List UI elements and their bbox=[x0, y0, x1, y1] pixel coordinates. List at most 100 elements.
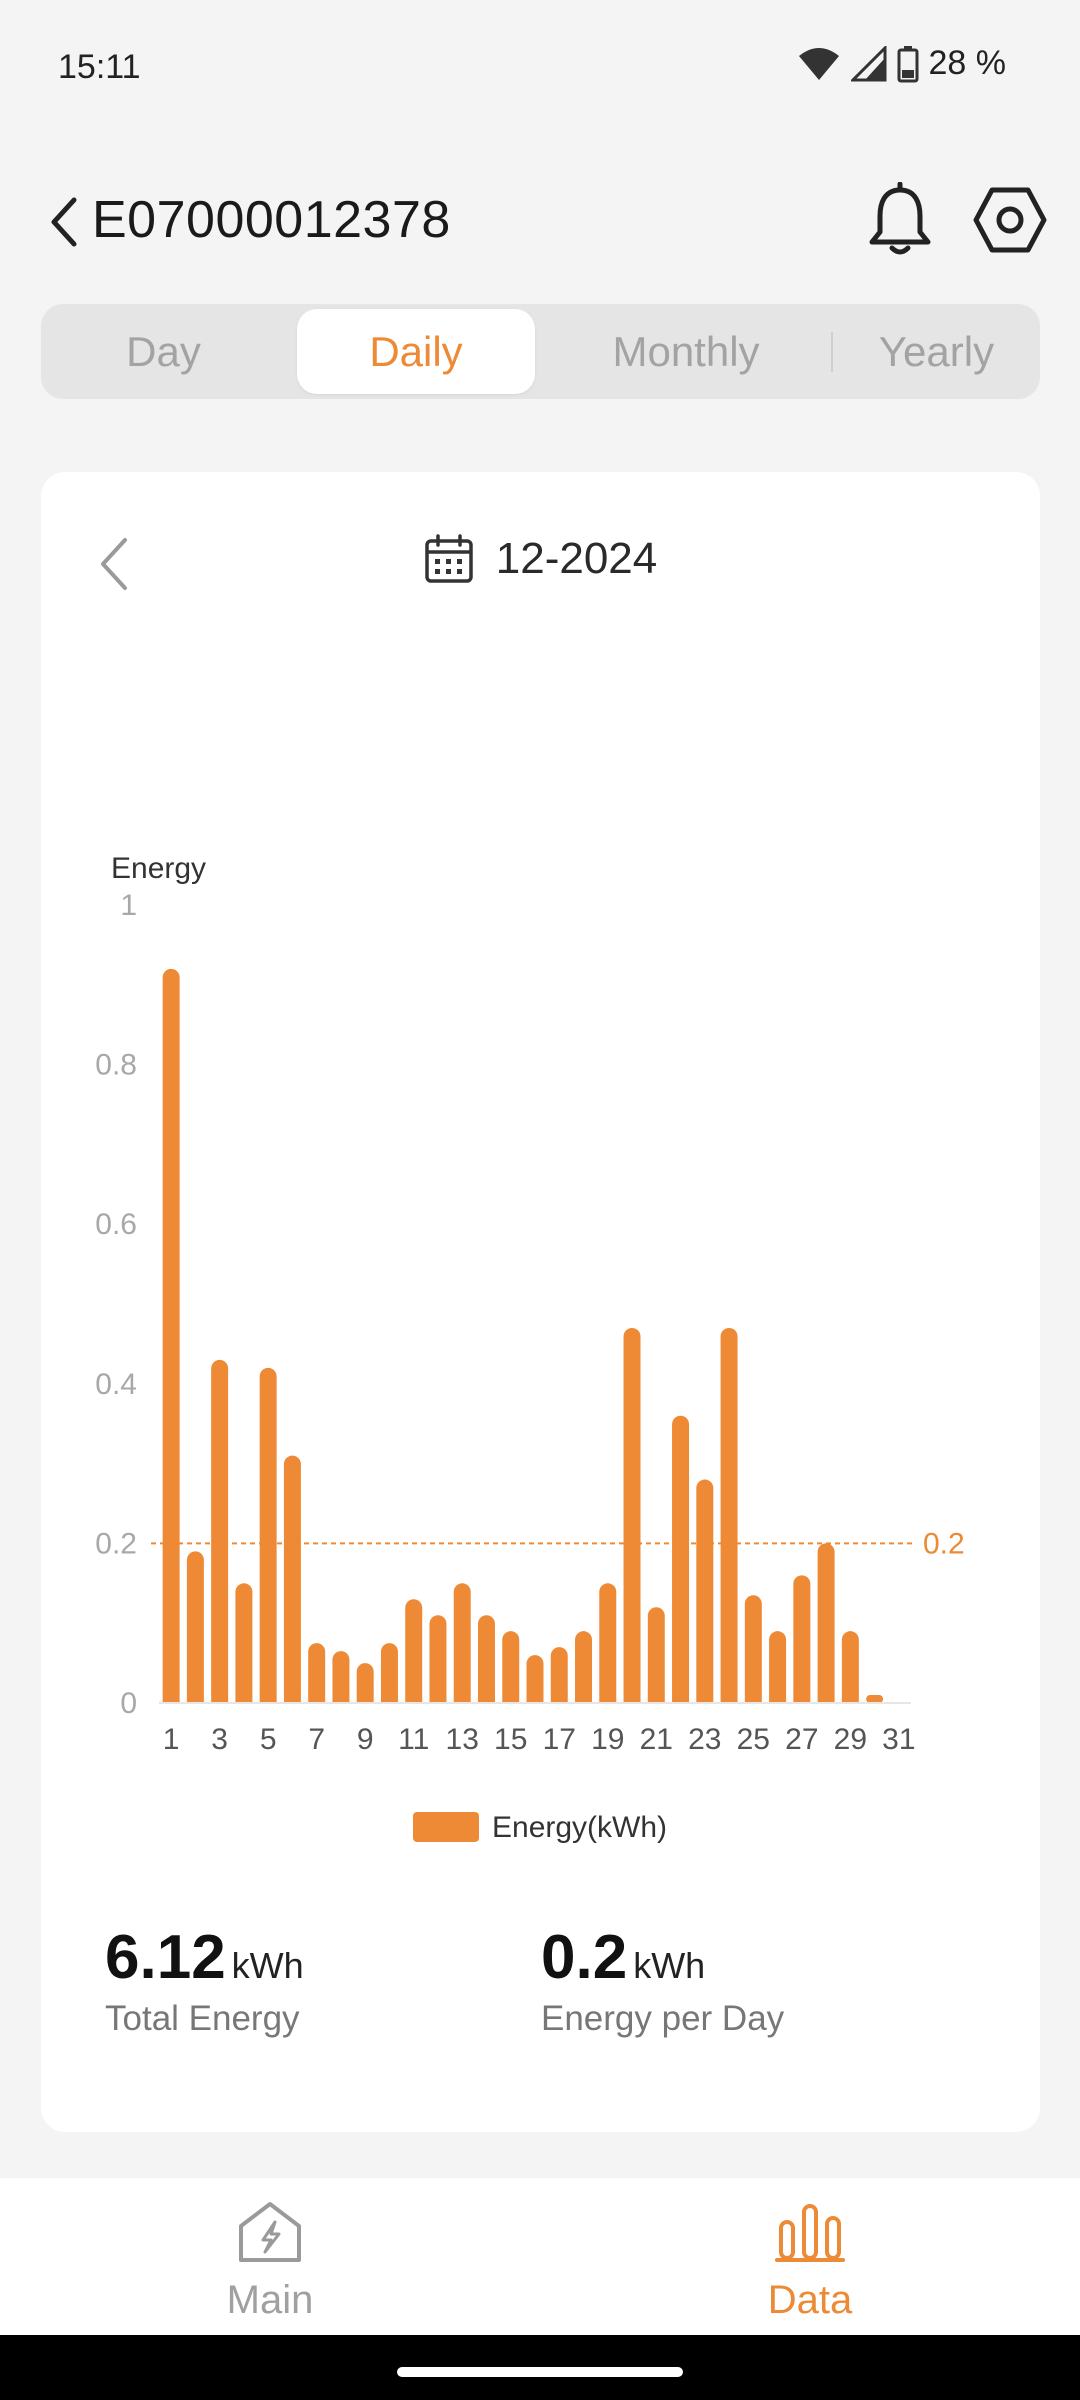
bell-icon bbox=[869, 181, 931, 255]
x-tick-label: 29 bbox=[834, 1723, 867, 1756]
chart-bar[interactable] bbox=[696, 1479, 714, 1703]
status-bar: 15:11 28 % bbox=[0, 0, 1080, 135]
chart-bar[interactable] bbox=[308, 1643, 326, 1703]
period-label: 12-2024 bbox=[495, 534, 658, 583]
chart-bar[interactable] bbox=[623, 1327, 641, 1703]
x-tick-label: 27 bbox=[785, 1723, 818, 1756]
y-tick-label: 0.2 bbox=[95, 1527, 137, 1560]
home-gesture-bar[interactable] bbox=[397, 2367, 683, 2377]
legend-swatch bbox=[413, 1812, 479, 1842]
x-tick-label: 19 bbox=[591, 1723, 624, 1756]
nav-main[interactable]: Main bbox=[0, 2178, 540, 2335]
energy-per-day-label: Energy per Day bbox=[541, 1999, 785, 2038]
calendar-icon bbox=[425, 534, 473, 583]
chart-bar[interactable] bbox=[429, 1615, 447, 1703]
period-picker[interactable]: 12-2024 bbox=[41, 534, 1040, 584]
chart-bar[interactable] bbox=[235, 1583, 253, 1703]
chart-bar[interactable] bbox=[720, 1327, 738, 1703]
nav-data[interactable]: Data bbox=[540, 2178, 1080, 2335]
header: E07000012378 bbox=[0, 180, 1080, 260]
wifi-icon bbox=[798, 47, 839, 80]
nav-data-label: Data bbox=[767, 2278, 853, 2322]
x-tick-label: 1 bbox=[163, 1723, 180, 1756]
chart-bar[interactable] bbox=[672, 1415, 690, 1703]
chart-bar[interactable] bbox=[162, 968, 180, 1703]
chart-bar-base bbox=[744, 1694, 762, 1703]
bar-chart-icon bbox=[775, 2204, 845, 2262]
legend-label: Energy(kWh) bbox=[492, 1811, 667, 1844]
tab-monthly[interactable]: Monthly bbox=[612, 328, 760, 375]
chart-bar[interactable] bbox=[599, 1583, 617, 1703]
tab-divider bbox=[831, 332, 833, 372]
average-line-label: 0.2 bbox=[923, 1527, 965, 1560]
chart-bar[interactable] bbox=[841, 1631, 859, 1703]
chart-bar-base bbox=[696, 1694, 714, 1703]
chart-bar[interactable] bbox=[550, 1647, 568, 1703]
home-icon bbox=[239, 2202, 301, 2262]
total-energy-stat: 6.12 kWh Total Energy bbox=[105, 1922, 304, 2039]
chart-bar[interactable] bbox=[186, 1551, 204, 1703]
previous-period-button[interactable] bbox=[93, 532, 133, 596]
x-tick-label: 31 bbox=[882, 1723, 915, 1756]
nav-main-label: Main bbox=[226, 2278, 314, 2322]
x-tick-label: 15 bbox=[494, 1723, 527, 1756]
period-tabs: Day Daily Monthly Yearly bbox=[41, 304, 1040, 399]
chart-bar[interactable] bbox=[356, 1663, 374, 1703]
chart-bar-base bbox=[453, 1694, 471, 1703]
chart-bar-base bbox=[841, 1694, 859, 1703]
chart-bar[interactable] bbox=[526, 1655, 544, 1703]
chart-bar-base bbox=[526, 1694, 544, 1703]
chart-bar[interactable] bbox=[477, 1615, 495, 1703]
chart-bar[interactable] bbox=[575, 1631, 593, 1703]
chart-bar-base bbox=[477, 1694, 495, 1703]
energy-per-day-value: 0.2 bbox=[541, 1923, 628, 1992]
chart-bar-base bbox=[672, 1694, 690, 1703]
chart-bar[interactable] bbox=[866, 1695, 884, 1703]
tab-daily[interactable]: Daily bbox=[297, 309, 535, 394]
chart-bar[interactable] bbox=[817, 1543, 835, 1703]
chart-bar-base bbox=[599, 1694, 617, 1703]
tab-yearly[interactable]: Yearly bbox=[878, 328, 995, 375]
chart-bar[interactable] bbox=[647, 1607, 665, 1703]
status-icons: 28 % bbox=[797, 44, 1007, 83]
battery-percent: 28 % bbox=[928, 44, 1007, 82]
chart-bar[interactable] bbox=[283, 1455, 301, 1703]
back-button[interactable] bbox=[44, 192, 84, 252]
y-axis-label: Energy bbox=[111, 852, 206, 885]
chart-bar-base bbox=[259, 1694, 277, 1703]
page-title: E07000012378 bbox=[92, 191, 451, 249]
chart-bar-base bbox=[186, 1694, 204, 1703]
chart-bar-base bbox=[283, 1694, 301, 1703]
chart-bar-base bbox=[575, 1694, 593, 1703]
chart-bar-base bbox=[502, 1694, 520, 1703]
x-tick-label: 17 bbox=[543, 1723, 576, 1756]
y-tick-label: 0.4 bbox=[95, 1368, 137, 1401]
chart-bar[interactable] bbox=[793, 1575, 811, 1703]
settings-button[interactable] bbox=[972, 184, 1048, 256]
chart-bar[interactable] bbox=[744, 1595, 762, 1703]
chart-bar[interactable] bbox=[211, 1359, 229, 1703]
energy-per-day-stat: 0.2 kWh Energy per Day bbox=[541, 1922, 784, 2039]
chart-bar-base bbox=[793, 1694, 811, 1703]
chart-bar[interactable] bbox=[332, 1651, 350, 1703]
chart-bar-base bbox=[332, 1694, 350, 1703]
chart-bar[interactable] bbox=[453, 1583, 471, 1703]
chart-bar[interactable] bbox=[259, 1367, 277, 1703]
bottom-nav: Main Data bbox=[0, 2178, 1080, 2335]
chart-bar[interactable] bbox=[405, 1599, 423, 1703]
tab-day[interactable]: Day bbox=[126, 328, 201, 375]
total-energy-value: 6.12 bbox=[105, 1923, 226, 1992]
notifications-button[interactable] bbox=[864, 181, 936, 258]
chart-bar[interactable] bbox=[769, 1631, 787, 1703]
chart-bar-base bbox=[623, 1694, 641, 1703]
x-tick-label: 25 bbox=[737, 1723, 770, 1756]
battery-icon bbox=[897, 45, 918, 82]
status-time: 15:11 bbox=[58, 48, 141, 86]
chart-bar[interactable] bbox=[380, 1643, 398, 1703]
chart-bar-base bbox=[211, 1694, 229, 1703]
y-tick-label: 0 bbox=[120, 1687, 137, 1720]
total-energy-unit: kWh bbox=[231, 1945, 304, 1986]
chart-bar-base bbox=[429, 1694, 447, 1703]
chart-bar-base bbox=[162, 1694, 180, 1703]
chart-bar[interactable] bbox=[502, 1631, 520, 1703]
